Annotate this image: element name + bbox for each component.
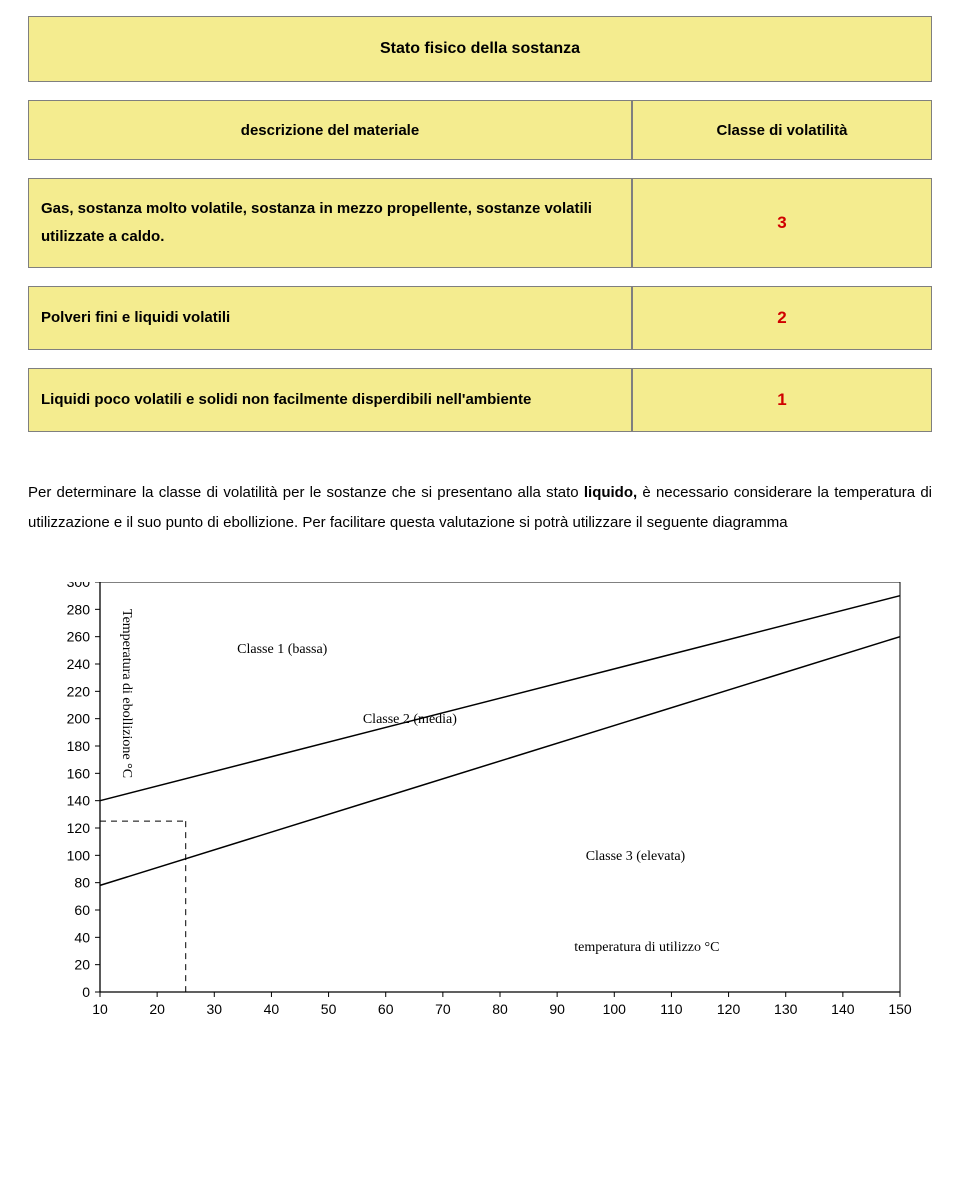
para-bold: liquido,	[584, 484, 637, 501]
svg-text:60: 60	[378, 1001, 394, 1017]
row-desc: Polveri fini e liquidi volatili	[28, 286, 632, 350]
svg-text:60: 60	[74, 902, 90, 918]
table-title-row: Stato fisico della sostanza	[28, 16, 932, 82]
svg-text:110: 110	[660, 1001, 683, 1017]
para-part1: Per determinare la classe di volatilità …	[28, 484, 584, 501]
svg-text:40: 40	[264, 1001, 280, 1017]
table-row: Polveri fini e liquidi volatili 2	[28, 286, 932, 350]
svg-text:140: 140	[67, 793, 91, 809]
svg-text:280: 280	[67, 601, 91, 617]
volatility-table: Stato fisico della sostanza descrizione …	[28, 16, 932, 432]
description-paragraph: Per determinare la classe di volatilità …	[28, 478, 932, 538]
table-row: Liquidi poco volatili e solidi non facil…	[28, 368, 932, 432]
svg-text:130: 130	[774, 1001, 798, 1017]
y-axis-label: Temperatura di ebollizione °C	[118, 609, 134, 778]
svg-text:120: 120	[717, 1001, 741, 1017]
table-row: Gas, sostanza molto volatile, sostanza i…	[28, 178, 932, 268]
svg-text:300: 300	[67, 582, 91, 590]
svg-text:70: 70	[435, 1001, 451, 1017]
class2-label: Classe 2 (media)	[363, 712, 457, 728]
class1-label: Classe 1 (bassa)	[237, 642, 327, 658]
header-score: Classe di volatilità	[632, 100, 932, 160]
svg-text:200: 200	[67, 711, 91, 727]
svg-text:10: 10	[92, 1001, 108, 1017]
x-axis-label: temperatura di utilizzo °C	[574, 940, 719, 956]
svg-text:140: 140	[831, 1001, 855, 1017]
svg-text:120: 120	[67, 820, 91, 836]
table-title: Stato fisico della sostanza	[28, 16, 932, 82]
svg-text:100: 100	[67, 847, 91, 863]
header-description: descrizione del materiale	[28, 100, 632, 160]
chart-svg: 0 20 40 60 80 100 120 140 160 180 200 220 240 260 280 3…	[48, 582, 938, 1032]
row-score: 3	[632, 178, 932, 268]
row-score: 1	[632, 368, 932, 432]
svg-text:50: 50	[321, 1001, 337, 1017]
svg-text:100: 100	[603, 1001, 627, 1017]
row-desc: Gas, sostanza molto volatile, sostanza i…	[28, 178, 632, 268]
class3-label: Classe 3 (elevata)	[586, 849, 686, 865]
svg-text:160: 160	[67, 765, 91, 781]
svg-text:180: 180	[67, 738, 91, 754]
svg-text:40: 40	[74, 929, 90, 945]
svg-text:150: 150	[888, 1001, 912, 1017]
volatility-chart: 0 20 40 60 80 100 120 140 160 180 200 220 240 260 280 3…	[48, 582, 938, 1032]
row-score: 2	[632, 286, 932, 350]
svg-text:80: 80	[74, 875, 90, 891]
svg-text:220: 220	[67, 683, 91, 699]
svg-text:240: 240	[67, 656, 91, 672]
svg-text:260: 260	[67, 629, 91, 645]
svg-text:20: 20	[149, 1001, 165, 1017]
svg-text:0: 0	[82, 984, 90, 1000]
table-header-row: descrizione del materiale Classe di vola…	[28, 100, 932, 160]
svg-text:90: 90	[549, 1001, 565, 1017]
row-desc: Liquidi poco volatili e solidi non facil…	[28, 368, 632, 432]
svg-text:30: 30	[206, 1001, 222, 1017]
svg-text:20: 20	[74, 957, 90, 973]
svg-text:80: 80	[492, 1001, 508, 1017]
